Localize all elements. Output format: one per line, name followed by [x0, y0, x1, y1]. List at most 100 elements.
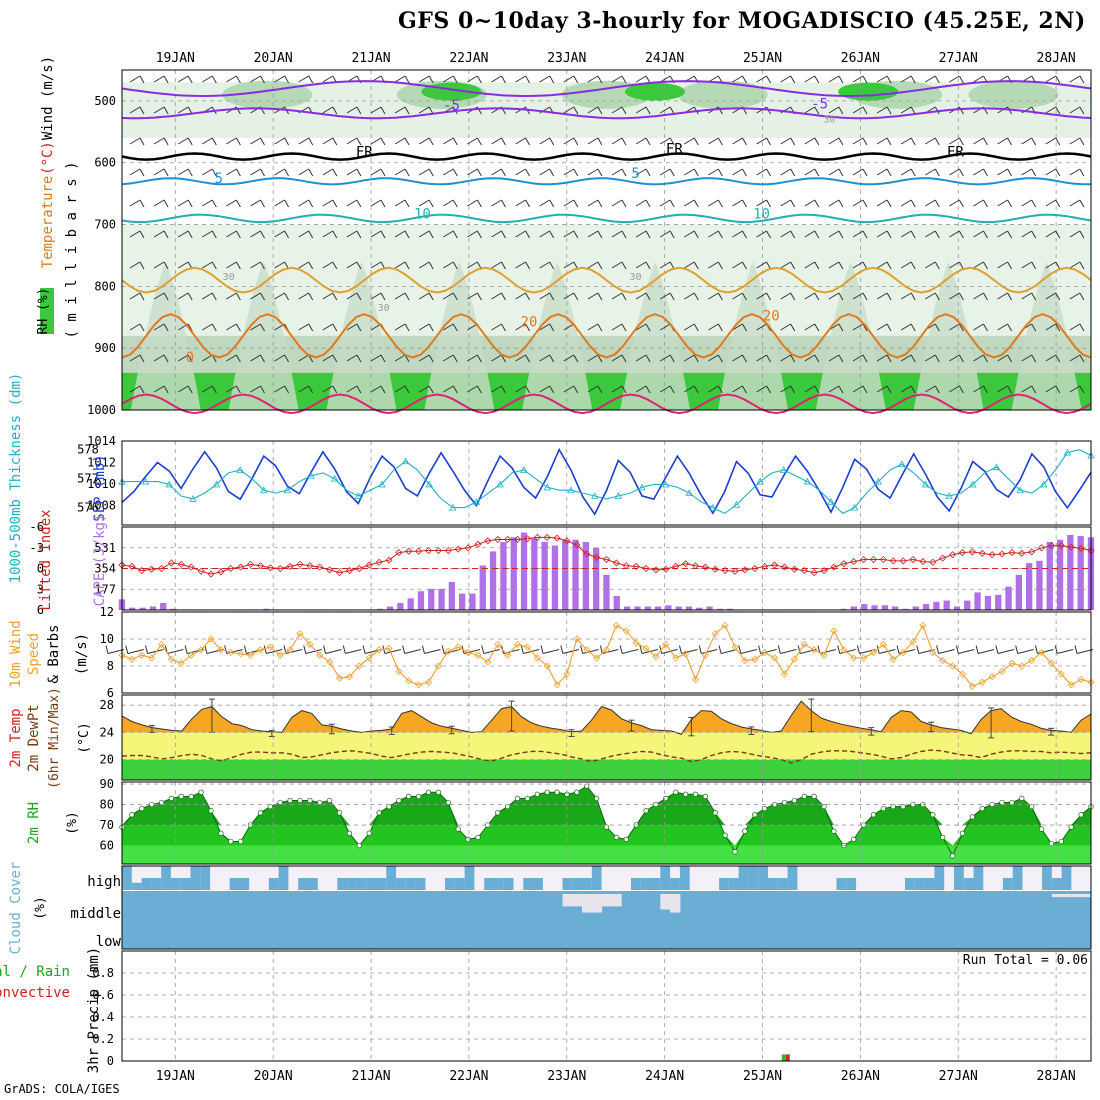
wind-barb [611, 261, 623, 269]
wind-barb [934, 323, 940, 332]
rh-marker [821, 803, 827, 810]
wind-barb [346, 168, 358, 176]
surface-wind-barb [580, 645, 584, 654]
lifted-index-marker [227, 564, 235, 573]
rh-marker [366, 830, 372, 836]
wind-barb [997, 354, 1008, 362]
surface-wind-barb [718, 645, 722, 654]
wind-barb [1079, 75, 1085, 84]
wind-barb [587, 106, 599, 114]
lifted-index-marker [800, 567, 808, 575]
rh-marker [999, 799, 1005, 806]
thickness-marker [827, 497, 835, 505]
lifted-index-marker [484, 537, 492, 545]
wind-barb [515, 261, 526, 269]
wind-axis-label-1: 10m Wind [8, 620, 24, 687]
wind-barb [322, 261, 334, 269]
wind-barb [163, 230, 169, 239]
wind-barb [876, 106, 888, 114]
wind-barb [476, 168, 482, 177]
wind-barb [187, 323, 193, 332]
wind-barb [394, 106, 406, 114]
cape-bar [397, 603, 404, 610]
thickness-marker [1063, 448, 1072, 456]
cloud-high-cell [1051, 878, 1063, 890]
wind-barb [659, 292, 671, 300]
wind-barb [467, 323, 478, 331]
wind-barb [250, 137, 261, 145]
wind-barb [501, 168, 506, 177]
date-label-bottom: 21JAN [351, 1069, 390, 1084]
rh-marker [574, 789, 580, 795]
wind-barb [322, 137, 334, 145]
date-label-bottom: 19JAN [156, 1069, 195, 1084]
wind-barb [1069, 230, 1081, 238]
wind-barb [1045, 75, 1057, 83]
wind-barb [250, 75, 261, 83]
wind-barb [573, 261, 579, 270]
wind-barb [308, 199, 314, 208]
wind-axis-label-3: & Barbs [46, 624, 62, 683]
wind-speed-marker [988, 673, 996, 681]
rh-marker [791, 797, 798, 804]
lifted-index-marker [246, 560, 255, 568]
wind-barb [611, 168, 623, 176]
wind-barb [925, 230, 936, 238]
rh-marker [1029, 803, 1035, 810]
wind-speed-marker [958, 670, 967, 678]
wind-barb [467, 168, 478, 176]
run-total-note: Run Total = 0.06 [963, 953, 1088, 968]
wind-barb [539, 137, 550, 145]
cloud-high-bg [552, 866, 563, 890]
rh-marker [336, 810, 343, 816]
rh-marker [168, 795, 175, 802]
thickness-marker [756, 477, 764, 485]
wind-barb [346, 199, 358, 207]
wind-barb [274, 261, 285, 269]
isotherm-minus5 [121, 107, 1092, 120]
wind-speed-marker [1047, 659, 1056, 667]
pressure-tick-label: 800 [94, 279, 116, 293]
wind-barb [693, 385, 699, 394]
cape-bar [850, 606, 857, 610]
cloud-high-bg [425, 866, 436, 890]
cloud-high-cell [141, 878, 152, 890]
wind-barb [684, 323, 695, 331]
lifted-index-marker [197, 567, 205, 575]
wind-barb [549, 199, 555, 208]
lifted-index-marker [533, 533, 541, 541]
wind-barb [1079, 354, 1085, 363]
wind-barb [525, 199, 531, 208]
cape-bar [489, 551, 497, 610]
wind-barb [852, 230, 864, 238]
wind-barb [910, 168, 916, 177]
cloud-axis-label: Cloud Cover [8, 862, 24, 955]
wind-barb [1021, 385, 1032, 393]
wind-barb [356, 199, 362, 208]
wind-barb [732, 292, 743, 300]
temperature-axis-label: Temperature [40, 176, 56, 269]
lifted-index-marker [434, 546, 442, 555]
wind-barb [886, 106, 892, 115]
cape-bar [696, 607, 703, 610]
wind-barb [563, 323, 575, 331]
wind-barb [226, 168, 237, 176]
wind-speed-marker [523, 643, 531, 651]
wind-barb [804, 199, 816, 207]
cape-bar [943, 600, 950, 610]
rh-marker [979, 805, 985, 812]
rh-marker [544, 789, 550, 795]
wind-barb [274, 230, 285, 238]
wind-barb [573, 385, 579, 394]
wind-speed-marker [751, 655, 759, 663]
wind-barb [418, 106, 430, 114]
lifted-index-marker [899, 557, 907, 565]
wind-barb [394, 137, 406, 145]
wind-speed-marker [840, 646, 848, 654]
cape-bar [551, 545, 559, 610]
wind-barb [250, 230, 261, 238]
wind-barb [284, 230, 290, 239]
wind-barb [790, 292, 796, 301]
wind-barb [332, 292, 338, 301]
wind-barb [322, 323, 334, 331]
